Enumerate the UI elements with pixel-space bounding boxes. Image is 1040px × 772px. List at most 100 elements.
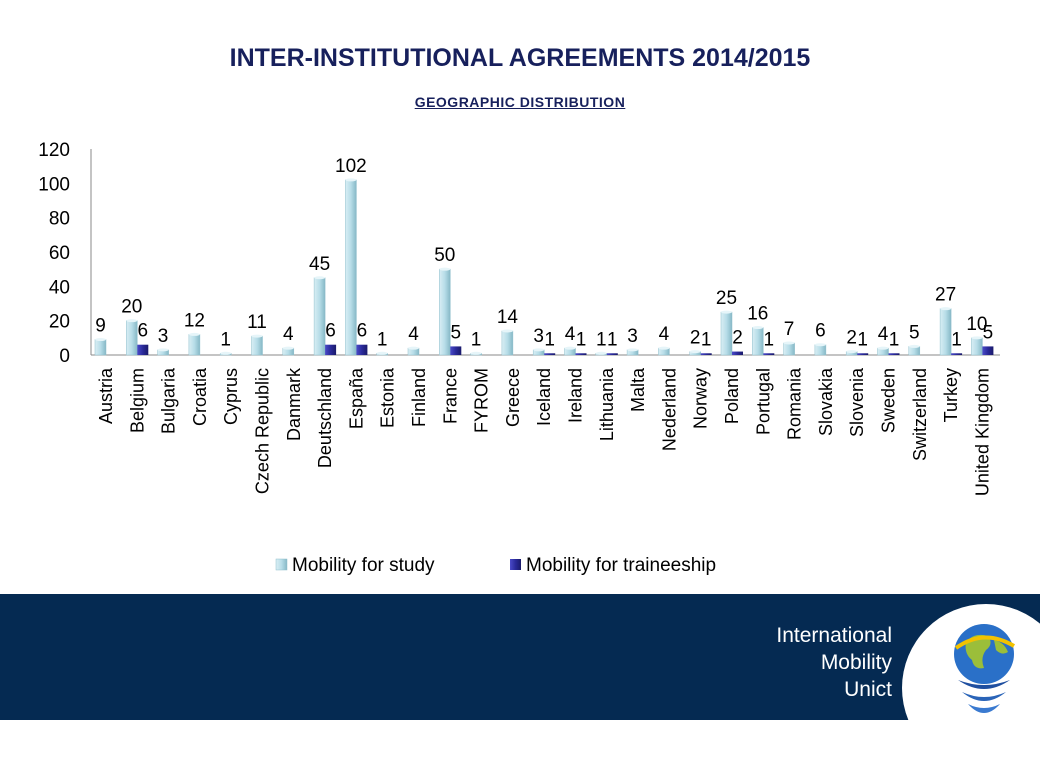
traineeship-data-label: 1 [544, 329, 555, 350]
study-data-label: 12 [184, 310, 205, 331]
study-data-label: 16 [747, 304, 768, 325]
study-bar-cap [940, 307, 952, 311]
traineeship-data-label: 5 [983, 322, 994, 343]
study-data-label: 2 [690, 328, 701, 349]
x-category-label: FYROM [472, 368, 492, 433]
x-category-label: Belgium [127, 368, 147, 433]
study-data-label: 2 [846, 328, 857, 349]
x-category-label: Austria [96, 367, 116, 424]
y-tick-label: 40 [49, 277, 70, 298]
study-bar-cap [188, 332, 200, 336]
traineeship-data-label: 1 [576, 329, 587, 350]
study-data-label: 1 [596, 329, 607, 350]
study-data-label: 20 [121, 297, 142, 318]
study-data-label: 27 [935, 285, 956, 306]
x-category-label: Cyprus [221, 368, 241, 425]
study-data-label: 3 [533, 326, 544, 347]
study-bar-cap [95, 338, 106, 342]
x-category-label: Sweden [879, 368, 899, 433]
study-bar-cap [689, 350, 701, 354]
traineeship-bar [857, 353, 869, 355]
x-category-label: France [440, 368, 460, 424]
study-bar-cap [595, 351, 607, 355]
x-category-label: Poland [722, 368, 742, 424]
traineeship-data-label: 1 [764, 329, 775, 350]
x-category-label: Croatia [190, 367, 210, 426]
legend-swatch-study [275, 558, 288, 571]
x-category-label: Deutschland [315, 368, 335, 468]
study-bar [971, 337, 983, 356]
study-data-label: 50 [434, 245, 455, 266]
study-bar-cap [314, 276, 326, 280]
traineeship-data-label: 6 [325, 321, 336, 342]
x-category-label: Romania [785, 367, 805, 440]
x-category-label: Nederland [659, 368, 679, 451]
study-bar [313, 277, 326, 356]
y-tick-label: 0 [59, 346, 70, 367]
traineeship-data-label: 1 [857, 329, 868, 350]
traineeship-bar [951, 353, 963, 355]
study-bar [251, 335, 263, 356]
traineeship-data-label: 5 [451, 322, 462, 343]
study-data-label: 1 [220, 329, 231, 350]
traineeship-bar [575, 353, 587, 355]
x-category-label: Iceland [534, 368, 554, 426]
study-data-label: 102 [335, 156, 367, 177]
study-data-label: 25 [716, 288, 737, 309]
x-category-label: Bulgaria [159, 367, 179, 434]
chart-bars [94, 178, 994, 356]
study-data-label: 4 [565, 324, 576, 345]
study-bar-cap [658, 346, 670, 350]
study-data-label: 4 [283, 324, 294, 345]
study-bar [783, 342, 795, 356]
x-category-label: United Kingdom [972, 368, 992, 496]
study-data-label: 10 [966, 314, 987, 335]
traineeship-data-label: 1 [889, 329, 900, 350]
study-data-label: 1 [377, 329, 388, 350]
traineeship-bar [544, 353, 556, 355]
x-category-label: Danmark [284, 367, 304, 441]
legend-label-traineeship: Mobility for traineeship [526, 555, 716, 576]
study-bar-cap [126, 319, 138, 323]
footer-org-name: International Mobility Unict [776, 622, 892, 703]
study-bar [814, 344, 827, 356]
traineeship-bar [450, 346, 462, 355]
x-category-label: Slovakia [816, 367, 836, 436]
study-bar-cap [627, 348, 639, 352]
study-bar-cap [908, 344, 920, 348]
study-bar-cap [846, 350, 858, 354]
x-category-label: Turkey [941, 368, 961, 422]
study-bar-cap [439, 267, 451, 271]
x-category-label: Greece [503, 368, 523, 427]
y-tick-label: 20 [49, 312, 70, 333]
study-bar [501, 330, 514, 356]
legend-label-study: Mobility for study [292, 555, 435, 576]
study-bar-cap [564, 346, 576, 350]
study-bar-cap [971, 336, 983, 340]
study-data-label: 4 [878, 324, 889, 345]
traineeship-bar [356, 344, 368, 355]
x-category-label: Portugal [753, 368, 773, 435]
study-bar-cap [282, 346, 294, 350]
x-category-label: Norway [691, 368, 711, 429]
study-bar-cap [783, 341, 795, 345]
study-bar [126, 320, 138, 356]
y-tick-label: 80 [49, 209, 70, 230]
study-data-label: 4 [408, 324, 419, 345]
study-data-label: 1 [471, 329, 482, 350]
study-bar [720, 311, 733, 356]
traineeship-bar [732, 351, 743, 355]
y-tick-label: 120 [38, 140, 70, 161]
x-category-label: Malta [628, 367, 648, 412]
x-category-label: Finland [409, 368, 429, 427]
study-bar-cap [157, 348, 169, 352]
study-data-label: 3 [158, 326, 169, 347]
study-data-label: 14 [497, 307, 519, 328]
study-data-label: 6 [815, 321, 826, 342]
x-category-label: Czech Republic [253, 368, 273, 494]
traineeship-data-label: 6 [138, 321, 149, 342]
traineeship-bar [982, 346, 994, 355]
traineeship-bar [763, 353, 775, 355]
